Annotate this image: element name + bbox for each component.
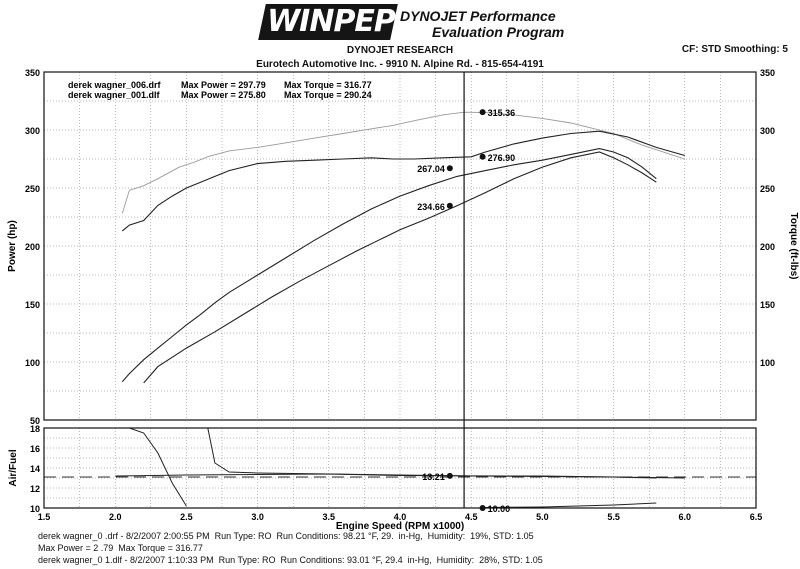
marker-value-label: 234.66 xyxy=(417,202,445,212)
afr-tick-label: 18 xyxy=(30,424,40,434)
x-tick-label: 3.5 xyxy=(323,512,336,522)
main-plot-frame xyxy=(43,71,757,421)
afr-series xyxy=(44,427,756,508)
marker-value-label: 267.04 xyxy=(417,164,445,174)
annotations: 315.36 276.90 267.04 234.66 13.21 10.00 xyxy=(417,108,515,514)
research-heading: DYNOJET RESEARCH xyxy=(346,45,454,56)
y-tick-label: 300 xyxy=(25,126,40,136)
x-tick-label: 3.0 xyxy=(251,512,264,522)
tick-labels: 50 100 150 200 250 300 350 100 150 200 250 300 350 10… xyxy=(25,68,775,522)
x-tick-label: 4.5 xyxy=(465,512,478,522)
program-title-line1: DYNOJET Performance xyxy=(400,8,556,24)
winpep-logo: WINPEP xyxy=(267,4,396,39)
afr-grid xyxy=(43,427,757,509)
x-tick-label: 2.5 xyxy=(180,512,193,522)
marker-dot xyxy=(446,202,453,209)
y-tick-label: 250 xyxy=(25,184,40,194)
marker-dot xyxy=(446,165,453,172)
marker-value-label: 315.36 xyxy=(488,108,516,118)
x-tick-label: 4.0 xyxy=(394,512,407,522)
run2-max-power: Max Power = 275.80 xyxy=(181,90,266,100)
footer-run1-max: Max Power = 2 .79 Max Torque = 316.77 xyxy=(38,543,203,553)
y-tick-label: 50 xyxy=(30,416,40,426)
x-tick-label: 6.5 xyxy=(750,512,763,522)
run1-max-torque: Max Torque = 316.77 xyxy=(284,80,372,90)
x-tick-label: 5.5 xyxy=(607,512,620,522)
shop-address: Eurotech Automotive Inc. - 9910 N. Alpin… xyxy=(256,59,544,70)
afr-marker-dot xyxy=(446,472,453,479)
afr-plot-frame xyxy=(43,427,757,509)
run1-max-power: Max Power = 297.79 xyxy=(181,80,266,90)
run1-label: derek wagner_006.drf xyxy=(68,80,162,90)
run2-max-torque: Max Torque = 290.24 xyxy=(284,90,372,100)
power-curve xyxy=(143,151,657,384)
x-tick-label: 2.0 xyxy=(109,512,122,522)
correction-factor: CF: STD Smoothing: 5 xyxy=(681,44,788,55)
afr-curve xyxy=(485,502,657,508)
afr-marker-value-label: 10.00 xyxy=(488,504,511,514)
y-tick-label: 350 xyxy=(25,68,40,78)
y-axis-label-power: Power (hp) xyxy=(7,220,18,272)
afr-tick-label: 14 xyxy=(30,464,40,474)
x-tick-label: 1.5 xyxy=(38,512,51,522)
y-tick-label: 200 xyxy=(25,242,40,252)
afr-curve xyxy=(115,473,657,479)
afr-tick-label: 10 xyxy=(30,504,40,514)
x-axis-label: Engine Speed (RPM x1000) xyxy=(336,521,464,532)
y2-tick-label: 200 xyxy=(760,242,775,252)
y-axis-label-torque: Torque (ft-lbs) xyxy=(788,212,799,279)
y-tick-label: 100 xyxy=(25,358,40,368)
footer-run1: derek wagner_0 .drf - 8/2/2007 2:00:55 P… xyxy=(38,531,534,541)
x-tick-label: 5.0 xyxy=(536,512,549,522)
power-torque-series xyxy=(121,111,685,384)
run2-label: derek wagner_001.dlf xyxy=(68,90,161,100)
torque-curve xyxy=(121,130,685,232)
y-axis-label-afr: Air/Fuel xyxy=(8,449,19,486)
y-tick-label: 150 xyxy=(25,300,40,310)
power-curve xyxy=(121,148,657,383)
marker-dot xyxy=(479,153,486,160)
afr-tick-label: 16 xyxy=(30,444,40,454)
y2-tick-label: 300 xyxy=(760,126,775,136)
program-title-line2: Evaluation Program xyxy=(432,24,565,40)
x-tick-label: 6.0 xyxy=(679,512,692,522)
footer-run2: derek wagner_0 1.dlf - 8/2/2007 1:10:33 … xyxy=(38,555,543,565)
y2-tick-label: 150 xyxy=(760,300,775,310)
afr-curve xyxy=(207,427,685,479)
y2-tick-label: 250 xyxy=(760,184,775,194)
y2-tick-label: 100 xyxy=(760,358,775,368)
afr-tick-label: 12 xyxy=(30,484,40,494)
marker-dot xyxy=(479,109,486,116)
afr-marker-value-label: 13.21 xyxy=(422,472,445,482)
torque-curve xyxy=(121,111,685,214)
marker-value-label: 276.90 xyxy=(488,153,516,163)
y2-tick-label: 350 xyxy=(760,68,775,78)
